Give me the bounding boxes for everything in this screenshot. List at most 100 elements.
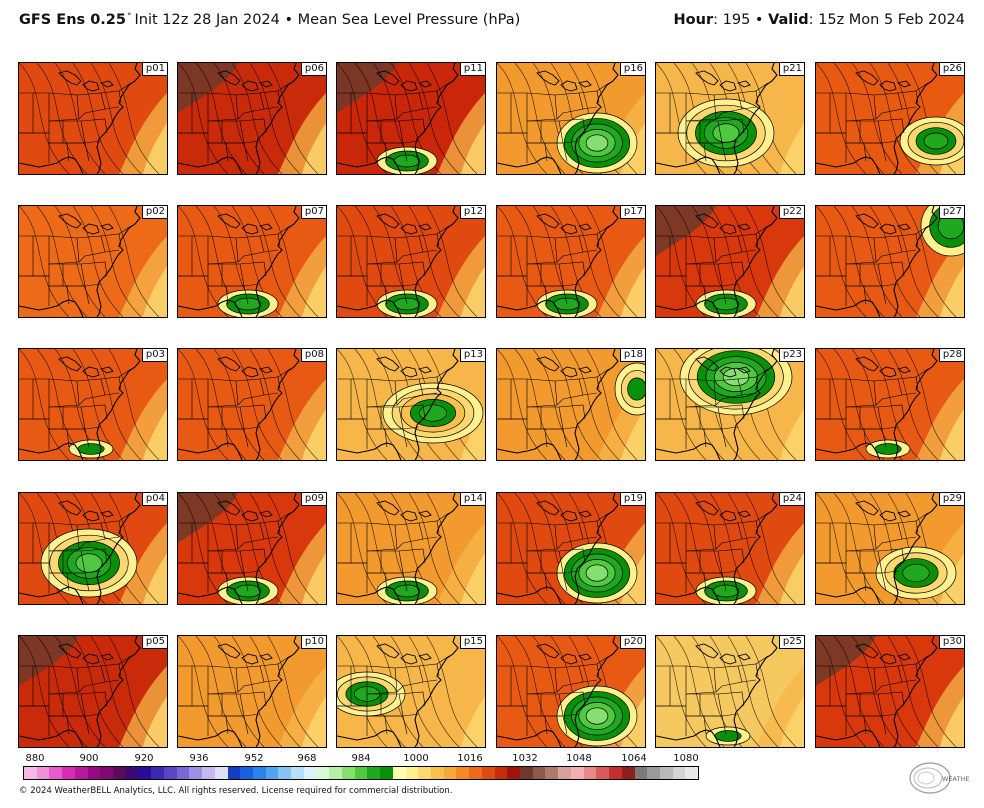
legend-tick-952: 952 [244,753,264,764]
ensemble-panel-p21: p21 [655,62,805,175]
ensemble-panel-p28: p28 [815,348,965,461]
legend-swatch [507,767,521,779]
legend-swatch [49,767,63,779]
legend-swatch [380,767,393,779]
legend-swatch [265,767,279,779]
panel-label: p09 [300,493,326,506]
panel-label: p23 [778,349,804,362]
legend-tick-1032: 1032 [512,753,538,764]
ensemble-panel-p03: p03 [18,348,168,461]
pressure-map-p24 [656,493,804,604]
legend-tick-1000: 1000 [403,753,429,764]
legend-swatch [621,767,635,779]
panel-label: p03 [141,349,167,362]
panel-label: p21 [778,63,804,76]
pressure-map-p04 [19,493,167,604]
panel-label: p30 [938,636,964,649]
legend-swatch [113,767,126,779]
legend-swatch [202,767,215,779]
legend-swatch [405,767,419,779]
ensemble-panel-p25: p25 [655,635,805,748]
ensemble-panel-p05: p05 [18,635,168,748]
legend-swatch [443,767,457,779]
header-left: GFS Ens 0.25° Init 12z 28 Jan 2024 • Mean… [19,12,520,28]
ensemble-panel-p15: p15 [336,635,486,748]
panel-label: p18 [619,349,645,362]
legend-swatch [685,767,699,779]
legend-swatch [291,767,304,779]
panel-label: p28 [938,349,964,362]
pressure-map-p01 [19,63,167,174]
legend-swatch [227,767,241,779]
legend-tick-968: 968 [297,753,317,764]
pressure-map-p20 [497,636,645,747]
legend-swatch [138,767,152,779]
pressure-map-p09 [178,493,326,604]
pressure-map-p29 [816,493,964,604]
valid-value: : 15z Mon 5 Feb 2024 [808,12,965,28]
ensemble-panel-p02: p02 [18,205,168,318]
panel-label: p16 [619,63,645,76]
legend-swatch [329,767,342,779]
panel-label: p29 [938,493,964,506]
header-right: Hour: 195 • Valid: 15z Mon 5 Feb 2024 [674,12,965,28]
legend-tick-1016: 1016 [457,753,483,764]
ensemble-panel-p14: p14 [336,492,486,605]
legend-swatch [520,767,533,779]
pressure-map-p05 [19,636,167,747]
pressure-map-p26 [816,63,964,174]
init-time: Init 12z 28 Jan 2024 [134,12,280,28]
ensemble-panel-p23: p23 [655,348,805,461]
legend-swatch [74,767,88,779]
legend-swatch [36,767,50,779]
pressure-map-p17 [497,206,645,317]
pressure-map-p03 [19,349,167,460]
pressure-legend: 880 900 920 936 952 968 984 1000 1016 1032 1048 106… [0,748,984,808]
legend-tick-1080: 1080 [673,753,699,764]
ensemble-panel-p08: p08 [177,348,327,461]
pressure-map-p15 [337,636,485,747]
pressure-map-p30 [816,636,964,747]
pressure-map-p02 [19,206,167,317]
panel-label: p01 [141,63,167,76]
panel-label: p11 [459,63,485,76]
valid-label: Valid [768,12,809,28]
panel-label: p07 [300,206,326,219]
panel-label: p06 [300,63,326,76]
pressure-map-p22 [656,206,804,317]
panel-label: p24 [778,493,804,506]
ensemble-panel-p29: p29 [815,492,965,605]
hour-label: Hour [673,12,714,28]
ensemble-panel-p16: p16 [496,62,646,175]
pressure-map-p10 [178,636,326,747]
legend-swatch [240,767,253,779]
ensemble-panel-p10: p10 [177,635,327,748]
legend-swatch [214,767,228,779]
legend-swatch [659,767,673,779]
weatherbell-logo: WEATHERBELL [909,762,970,794]
legend-swatch [532,767,546,779]
legend-tick-1048: 1048 [566,753,592,764]
legend-tick-1064: 1064 [621,753,647,764]
legend-swatch [252,767,266,779]
pressure-map-p25 [656,636,804,747]
legend-swatch [24,767,37,779]
legend-tick-936: 936 [189,753,209,764]
panel-label: p12 [459,206,485,219]
ensemble-panel-p06: p06 [177,62,327,175]
panel-label: p26 [938,63,964,76]
panel-label: p05 [141,636,167,649]
legend-swatch [596,767,610,779]
panel-label: p13 [459,349,485,362]
pressure-map-p28 [816,349,964,460]
pressure-map-p18 [497,349,645,460]
legend-swatch [176,767,190,779]
panel-label: p17 [619,206,645,219]
legend-swatch [545,767,559,779]
ensemble-panel-p26: p26 [815,62,965,175]
panel-label: p10 [300,636,326,649]
panel-label: p02 [141,206,167,219]
logo-text: WEATHERBELL [942,775,970,783]
legend-swatch [367,767,381,779]
pressure-map-p21 [656,63,804,174]
